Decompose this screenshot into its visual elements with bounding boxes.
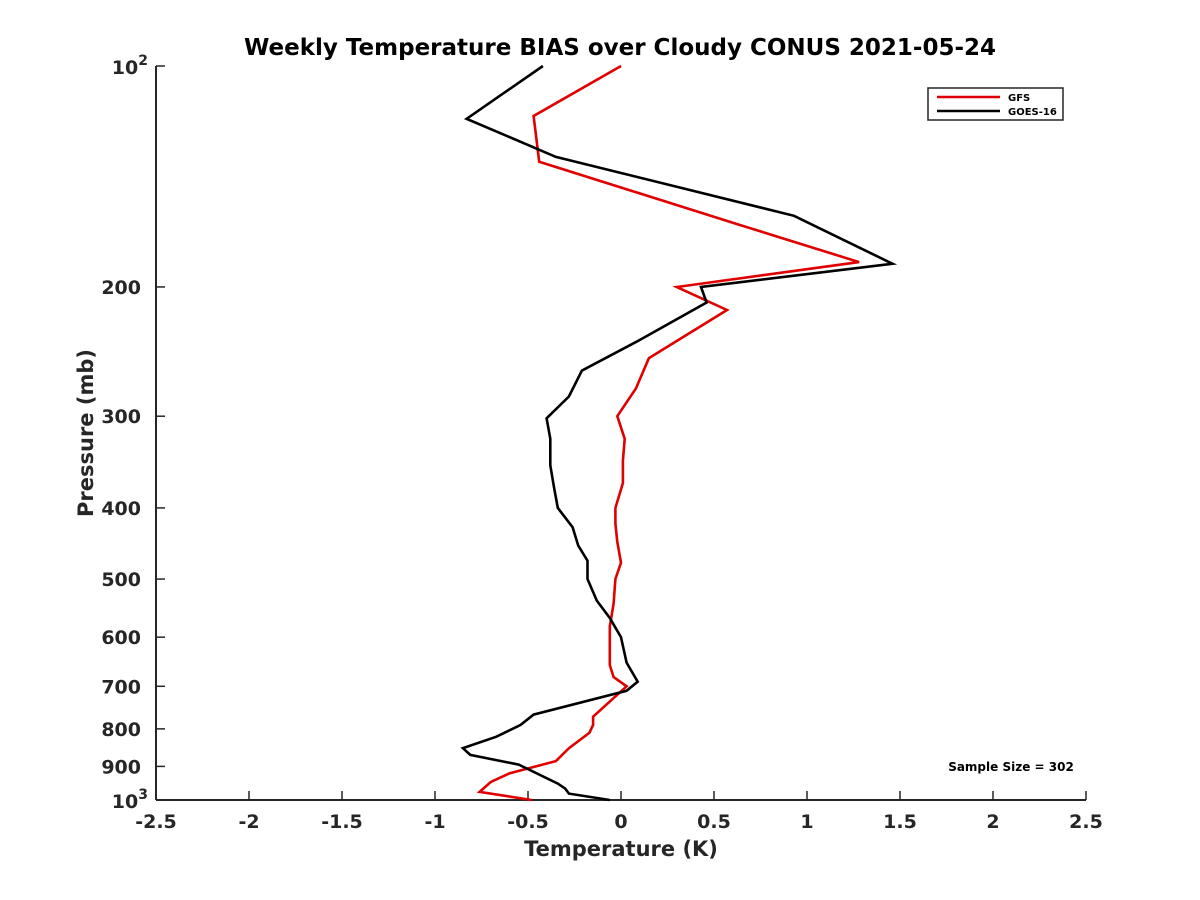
y-axis-label: Pressure (mb) <box>74 349 98 517</box>
y-tick-label: 103 <box>112 787 148 813</box>
y-tick-label: 400 <box>101 498 141 520</box>
x-tick-label: 0.5 <box>697 811 731 833</box>
x-tick-label: -2 <box>238 811 259 833</box>
sample-size-annotation: Sample Size = 302 <box>948 760 1074 774</box>
x-tick-label: 1 <box>800 811 813 833</box>
x-axis-label: Temperature (K) <box>524 837 718 861</box>
y-axis-ticks: 102 200 300 400 500 600 700 800 900 103 <box>101 53 165 813</box>
x-tick-label: -1.5 <box>321 811 363 833</box>
x-tick-label: 1.5 <box>883 811 917 833</box>
x-tick-label: -0.5 <box>507 811 549 833</box>
y-tick-label: 600 <box>101 627 141 649</box>
series-layer <box>460 64 898 802</box>
y-tick-label: 300 <box>101 406 141 428</box>
y-tick-label: 102 <box>112 53 148 79</box>
y-tick-label: 700 <box>101 676 141 698</box>
legend-label-goes16: GOES-16 <box>1008 107 1057 118</box>
x-tick-label: 0 <box>614 811 627 833</box>
series-line-gfs <box>476 64 860 802</box>
series-line-goes16 <box>460 64 898 802</box>
x-tick-label: -2.5 <box>135 811 177 833</box>
chart-title: Weekly Temperature BIAS over Cloudy CONU… <box>244 35 996 61</box>
x-axis-ticks: -2.5 -2 -1.5 -1 -0.5 0 0.5 1 1.5 2 2.5 <box>135 791 1103 833</box>
y-tick-label: 800 <box>101 719 141 741</box>
legend-box <box>927 87 1064 121</box>
x-tick-label: 2.5 <box>1069 811 1103 833</box>
x-tick-label: 2 <box>986 811 999 833</box>
x-tick-label: -1 <box>424 811 445 833</box>
legend-label-gfs: GFS <box>1008 93 1030 104</box>
y-tick-label: 900 <box>101 756 141 778</box>
y-tick-label: 200 <box>101 277 141 299</box>
legend: GFS GOES-16 <box>927 87 1064 121</box>
y-tick-label: 500 <box>101 569 141 591</box>
